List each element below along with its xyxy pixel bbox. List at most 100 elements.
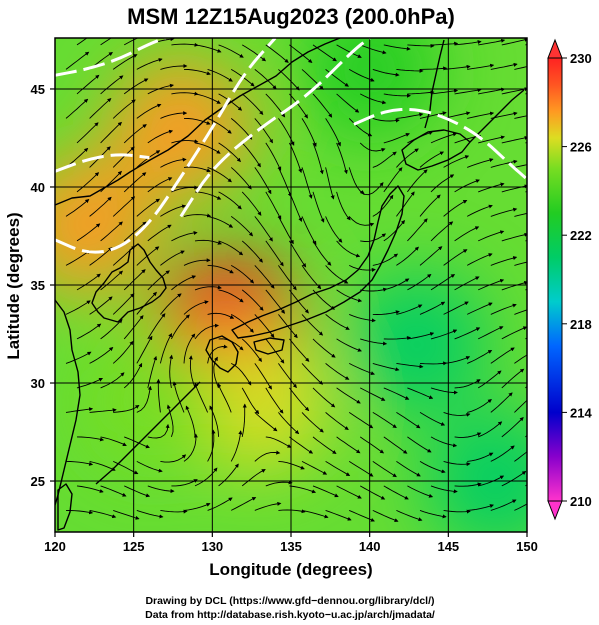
streamline-arrow [100, 121, 122, 144]
streamline-arrow [289, 387, 310, 412]
streamline-arrow [230, 216, 254, 237]
streamline-arrow [514, 354, 527, 364]
x-tick-label: 140 [359, 539, 381, 554]
streamline-arrow [466, 253, 493, 266]
colorbar-tick-label: 230 [570, 51, 592, 66]
streamline-arrow [301, 509, 329, 519]
streamline-arrow [171, 479, 198, 487]
streamline-arrow [490, 347, 515, 364]
streamline-arrow [301, 216, 317, 246]
coastline-kurils [469, 89, 525, 143]
x-tick-label: 135 [280, 539, 302, 554]
field-hotspot [189, 332, 330, 473]
streamline-arrow [265, 289, 286, 314]
streamline-arrow [348, 412, 374, 429]
streamline-arrow [136, 460, 163, 473]
streamline-arrow [207, 117, 232, 134]
streamline-arrow [254, 412, 278, 432]
streamline-arrow [383, 93, 412, 98]
streamline-arrow [112, 340, 134, 364]
streamline-arrow [348, 216, 375, 227]
coastline-honshu [231, 185, 405, 339]
streamline-arrow [514, 66, 527, 70]
streamline-arrow [183, 433, 198, 462]
streamline-arrow [349, 264, 376, 272]
streamline-arrow [265, 480, 293, 487]
field-hotspot [425, 411, 527, 532]
streamline-arrow [241, 338, 262, 363]
streamline-arrow [76, 223, 101, 242]
streamline-arrow [278, 412, 300, 435]
contour-line [179, 38, 371, 218]
streamline-arrow [430, 329, 458, 340]
streamline-arrow [301, 265, 322, 290]
streamline-arrow [160, 250, 185, 266]
streamline-arrow [514, 451, 527, 462]
streamline-arrow [419, 509, 447, 519]
streamline-arrow [407, 43, 435, 48]
streamline-arrow [467, 111, 495, 119]
streamline-arrow [477, 370, 502, 389]
streamline-arrow [65, 250, 91, 266]
streamline-arrow [419, 151, 445, 168]
streamline-arrow [443, 155, 470, 168]
streamline-arrow [396, 148, 419, 168]
streamline-arrow [336, 142, 348, 175]
streamline-arrow [454, 379, 481, 389]
streamline-arrow [430, 41, 459, 46]
streamline-arrow [443, 356, 471, 364]
streamline-arrow [123, 315, 144, 340]
streamline-arrow [112, 146, 135, 168]
streamline-arrow [490, 159, 518, 168]
streamline-arrow [123, 269, 146, 291]
streamline-arrow [443, 411, 471, 417]
streamline-arrow [278, 363, 297, 389]
streamline-arrow [65, 300, 91, 315]
streamline-arrow [419, 412, 446, 426]
streamline-arrow [123, 362, 143, 389]
streamline-arrow [407, 90, 435, 95]
colorbar-tick-label: 218 [570, 317, 592, 332]
streamline-arrow [207, 215, 234, 228]
streamline-arrow [171, 231, 198, 242]
streamline-arrow [348, 167, 365, 194]
streamline-arrow [112, 54, 138, 70]
streamline-arrow [265, 338, 285, 364]
streamline-arrow [466, 204, 493, 217]
streamline-arrow [383, 278, 410, 291]
coastline-china [55, 299, 81, 506]
streamline-arrow [183, 300, 209, 315]
colorbar-tick-label: 210 [570, 494, 592, 509]
streamline-arrow [430, 174, 455, 193]
streamline-arrow [254, 216, 273, 242]
temperature-field [55, 38, 527, 532]
streamline-arrow [383, 485, 409, 500]
streamline-arrow [312, 240, 332, 266]
streamline-arrow [312, 436, 337, 454]
streamline-arrow [241, 403, 247, 437]
streamline-arrow [360, 44, 387, 55]
colorbar-ticks: 230 226 222 218 214 210 [562, 51, 592, 509]
streamline-arrow [183, 117, 211, 125]
streamline-arrow [207, 312, 235, 319]
streamline-arrow [501, 38, 527, 46]
streamline-arrow [360, 338, 388, 346]
streamline-arrow [159, 332, 172, 364]
streamline-arrow [301, 412, 324, 433]
streamline-arrow [289, 485, 317, 494]
streamline-arrow [183, 166, 211, 173]
streamline-arrow [478, 135, 505, 144]
streamline-arrow [419, 66, 448, 71]
streamline-arrow [383, 44, 411, 51]
streamline-arrow [113, 404, 140, 413]
streamline-arrow [65, 198, 90, 217]
streamline-arrow [100, 485, 127, 497]
streamline-arrow [100, 221, 123, 242]
streamline-arrow [514, 212, 527, 217]
y-tick-label: 40 [31, 180, 45, 195]
streamline-arrow [241, 44, 267, 62]
streamline-arrow [183, 333, 196, 364]
streamline-arrow [185, 405, 196, 437]
streamline-arrow [407, 387, 434, 399]
streamline-arrow [241, 469, 266, 487]
